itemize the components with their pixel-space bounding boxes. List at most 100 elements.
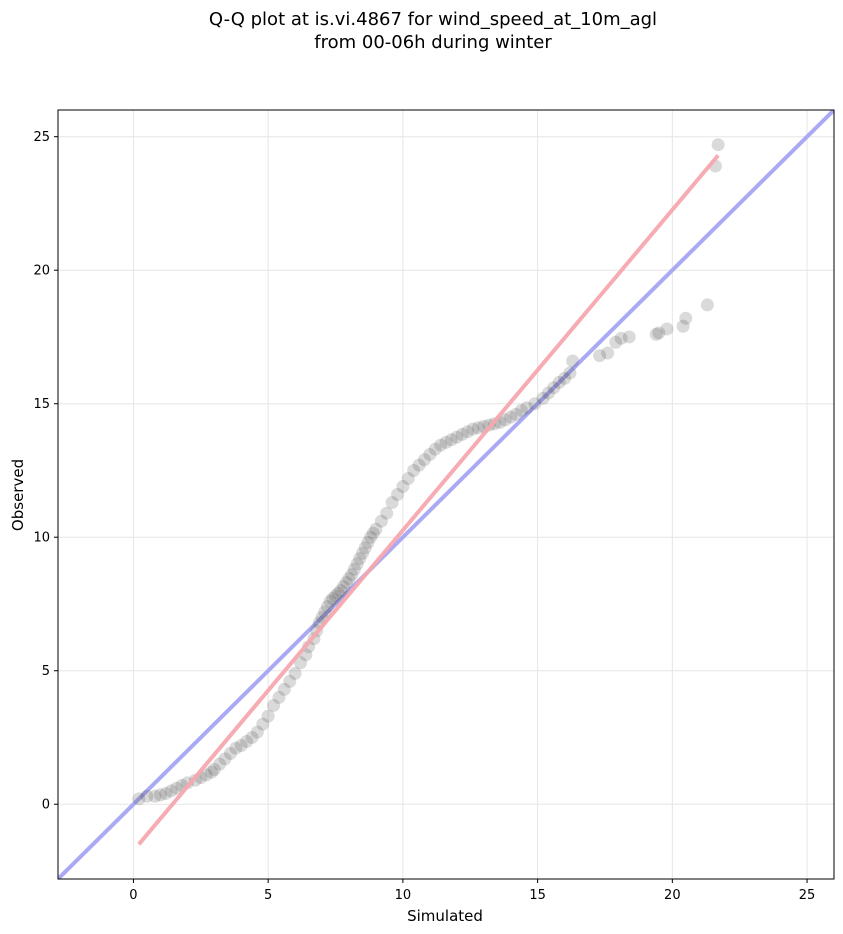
data-point xyxy=(601,346,615,360)
data-point xyxy=(417,453,431,467)
data-point xyxy=(347,562,361,576)
data-point xyxy=(132,792,146,806)
x-tick-label: 25 xyxy=(799,888,816,903)
data-point xyxy=(471,421,485,435)
data-point xyxy=(547,381,561,395)
data-point xyxy=(159,787,173,801)
data-point xyxy=(609,335,623,349)
data-point xyxy=(245,730,259,744)
y-tick-label: 0 xyxy=(42,798,50,813)
data-point xyxy=(566,354,580,368)
data-point xyxy=(148,789,162,803)
plot-frame xyxy=(57,109,835,880)
data-point xyxy=(345,568,359,582)
data-point xyxy=(288,666,302,680)
data-point xyxy=(320,600,334,614)
data-point xyxy=(170,781,184,795)
data-point xyxy=(660,322,674,336)
y-axis-label: Observed xyxy=(9,459,27,531)
x-tick-label: 0 xyxy=(129,888,137,903)
data-point xyxy=(213,757,227,771)
data-point xyxy=(407,463,421,477)
data-point xyxy=(536,391,550,405)
data-point xyxy=(240,734,254,748)
data-point xyxy=(272,690,286,704)
data-point xyxy=(593,349,607,363)
y-axis-ticks: 0 5 10 15 20 25 xyxy=(33,130,58,813)
data-point xyxy=(528,397,542,411)
data-point xyxy=(466,422,480,436)
data-point xyxy=(520,401,534,415)
data-point xyxy=(676,319,690,333)
data-point xyxy=(461,425,475,439)
data-point xyxy=(541,386,555,400)
fit-line xyxy=(137,154,720,846)
data-point xyxy=(223,747,237,761)
data-point xyxy=(353,552,367,566)
data-point xyxy=(153,788,167,802)
data-point xyxy=(140,789,154,803)
y-tick-label: 20 xyxy=(33,264,50,279)
data-point xyxy=(366,526,380,540)
data-point xyxy=(622,330,636,344)
y-tick-label: 10 xyxy=(33,531,50,546)
data-point xyxy=(498,413,512,427)
data-point xyxy=(423,447,437,461)
data-point xyxy=(207,763,221,777)
identity-line xyxy=(58,110,834,879)
data-point xyxy=(339,576,353,590)
data-point xyxy=(412,458,426,472)
data-point xyxy=(361,536,375,550)
data-point xyxy=(504,410,518,424)
y-tick-label: 15 xyxy=(33,397,50,412)
x-axis-ticks: 0 5 10 15 20 25 xyxy=(129,879,815,903)
data-point xyxy=(355,546,369,560)
data-point xyxy=(439,435,453,449)
data-point xyxy=(283,674,297,688)
x-tick-label: 10 xyxy=(395,888,412,903)
data-point xyxy=(614,331,628,345)
y-tick-label: 5 xyxy=(42,664,50,679)
data-point xyxy=(329,589,343,603)
data-point xyxy=(326,592,340,606)
data-point xyxy=(711,138,725,152)
data-point xyxy=(318,605,332,619)
x-tick-label: 15 xyxy=(529,888,546,903)
data-point xyxy=(218,752,232,766)
data-point xyxy=(444,433,458,447)
data-point xyxy=(364,530,378,544)
data-point xyxy=(229,741,243,755)
data-point xyxy=(342,572,356,586)
data-point xyxy=(428,442,442,456)
data-point xyxy=(558,371,572,385)
data-point xyxy=(337,580,351,594)
data-point xyxy=(514,403,528,417)
data-point xyxy=(563,366,577,380)
data-point xyxy=(401,471,415,485)
data-point xyxy=(385,496,399,510)
data-point xyxy=(334,584,348,598)
data-point xyxy=(234,738,248,752)
data-point xyxy=(509,407,523,421)
data-point xyxy=(358,541,372,555)
data-point xyxy=(374,514,388,528)
y-tick-label: 25 xyxy=(33,130,50,145)
data-point xyxy=(199,768,213,782)
grid-lines xyxy=(58,110,834,879)
data-point xyxy=(450,430,464,444)
data-point xyxy=(180,776,194,790)
data-point xyxy=(250,725,264,739)
data-point xyxy=(434,438,448,452)
data-point xyxy=(323,594,337,608)
data-point xyxy=(267,698,281,712)
data-point xyxy=(380,506,394,520)
x-axis-label: Simulated xyxy=(407,907,483,925)
data-point xyxy=(391,488,404,501)
data-point xyxy=(277,682,291,696)
data-point xyxy=(261,709,275,723)
data-point xyxy=(331,586,345,600)
data-point xyxy=(396,479,410,493)
data-point xyxy=(256,717,270,731)
data-point xyxy=(164,784,178,798)
